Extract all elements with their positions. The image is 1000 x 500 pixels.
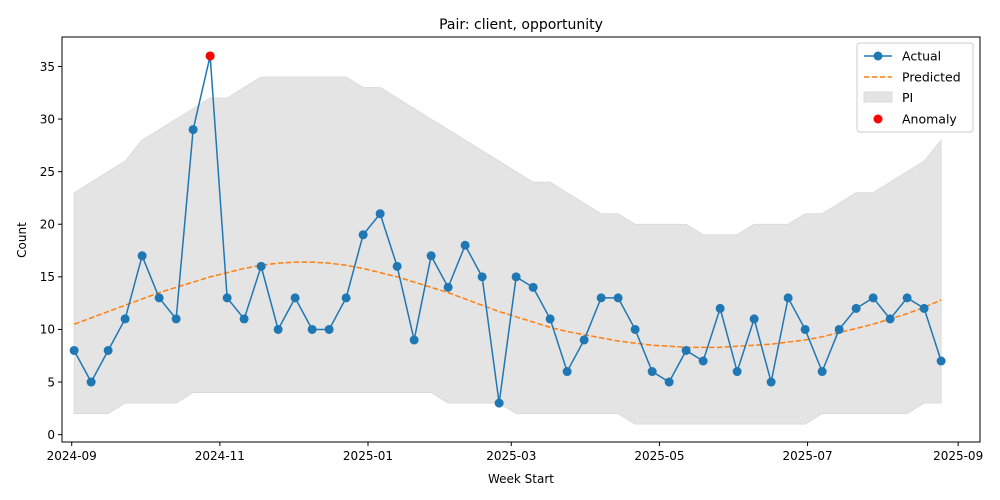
x-axis: 2024-09 2024-11 2025-01 2025-03 2025-05 2025-… — [47, 442, 983, 463]
anomaly-point — [205, 51, 215, 61]
y-tick-label: 10 — [40, 323, 55, 337]
actual-point — [477, 272, 487, 282]
x-axis-label: Week Start — [488, 472, 554, 486]
actual-point — [358, 230, 368, 240]
actual-point — [630, 324, 640, 334]
actual-point — [562, 367, 572, 377]
legend-predicted-label: Predicted — [902, 70, 961, 85]
actual-point — [851, 303, 861, 313]
actual-point — [120, 314, 130, 324]
legend-actual-label: Actual — [902, 49, 941, 64]
y-tick-label: 25 — [40, 165, 55, 179]
actual-point — [783, 293, 793, 303]
actual-point — [596, 293, 606, 303]
legend-pi-swatch — [863, 91, 893, 103]
actual-point — [749, 314, 759, 324]
actual-point — [154, 293, 164, 303]
actual-point — [188, 125, 198, 135]
legend: Actual Predicted PI Anomaly — [856, 42, 974, 133]
actual-point — [460, 240, 470, 250]
legend-actual-marker — [873, 51, 883, 61]
actual-point — [664, 377, 674, 387]
actual-point — [273, 324, 283, 334]
x-tick-label: 2025-05 — [634, 449, 684, 463]
actual-point — [137, 251, 147, 261]
prediction-interval-band — [73, 76, 942, 425]
predicted-line — [73, 261, 942, 349]
x-tick-label: 2025-01 — [343, 449, 393, 463]
predicted-layer — [73, 261, 942, 349]
chart-title: Pair: client, opportunity — [439, 17, 603, 33]
actual-point — [222, 293, 232, 303]
prediction-interval-layer — [73, 76, 942, 425]
actual-point — [766, 377, 776, 387]
actual-point — [511, 272, 521, 282]
y-tick-label: 0 — [47, 428, 55, 442]
actual-point — [579, 335, 589, 345]
legend-anomaly-label: Anomaly — [902, 112, 957, 127]
actual-point — [732, 367, 742, 377]
actual-point — [290, 293, 300, 303]
actual-point — [528, 282, 538, 292]
actual-point — [392, 261, 402, 271]
actual-point — [171, 314, 181, 324]
actual-point — [715, 303, 725, 313]
actual-layer — [69, 51, 946, 408]
actual-point — [307, 324, 317, 334]
anomaly-layer — [205, 51, 215, 61]
actual-point — [494, 398, 504, 408]
actual-point — [426, 251, 436, 261]
plot-frame — [61, 36, 981, 443]
actual-point — [409, 335, 419, 345]
actual-point — [885, 314, 895, 324]
actual-point — [936, 356, 946, 366]
actual-point — [800, 324, 810, 334]
x-tick-label: 2024-09 — [47, 449, 97, 463]
legend-anomaly-marker — [873, 114, 883, 124]
y-tick-label: 15 — [40, 270, 55, 284]
actual-point — [545, 314, 555, 324]
actual-point — [902, 293, 912, 303]
actual-point — [681, 345, 691, 355]
actual-point — [698, 356, 708, 366]
actual-point — [103, 345, 113, 355]
y-tick-label: 35 — [40, 60, 55, 74]
legend-box — [856, 42, 974, 133]
actual-line — [73, 55, 942, 404]
actual-point — [834, 324, 844, 334]
actual-point — [613, 293, 623, 303]
y-tick-label: 30 — [40, 112, 55, 126]
actual-point — [324, 324, 334, 334]
y-tick-label: 5 — [47, 375, 55, 389]
actual-point — [647, 367, 657, 377]
actual-point — [817, 367, 827, 377]
actual-point — [86, 377, 96, 387]
legend-pi-label: PI — [902, 90, 913, 105]
x-tick-label: 2024-11 — [195, 449, 245, 463]
actual-point — [341, 293, 351, 303]
actual-point — [443, 282, 453, 292]
x-tick-label: 2025-03 — [486, 449, 536, 463]
actual-point — [868, 293, 878, 303]
actual-point — [919, 303, 929, 313]
actual-point — [239, 314, 249, 324]
x-tick-label: 2025-07 — [783, 449, 833, 463]
y-axis: 0 5 10 15 20 25 30 35 — [40, 60, 62, 442]
actual-point — [69, 345, 79, 355]
y-axis-label: Count — [15, 222, 29, 258]
x-tick-label: 2025-09 — [933, 449, 983, 463]
actual-point — [375, 209, 385, 219]
y-tick-label: 20 — [40, 218, 55, 232]
actual-point — [256, 261, 266, 271]
